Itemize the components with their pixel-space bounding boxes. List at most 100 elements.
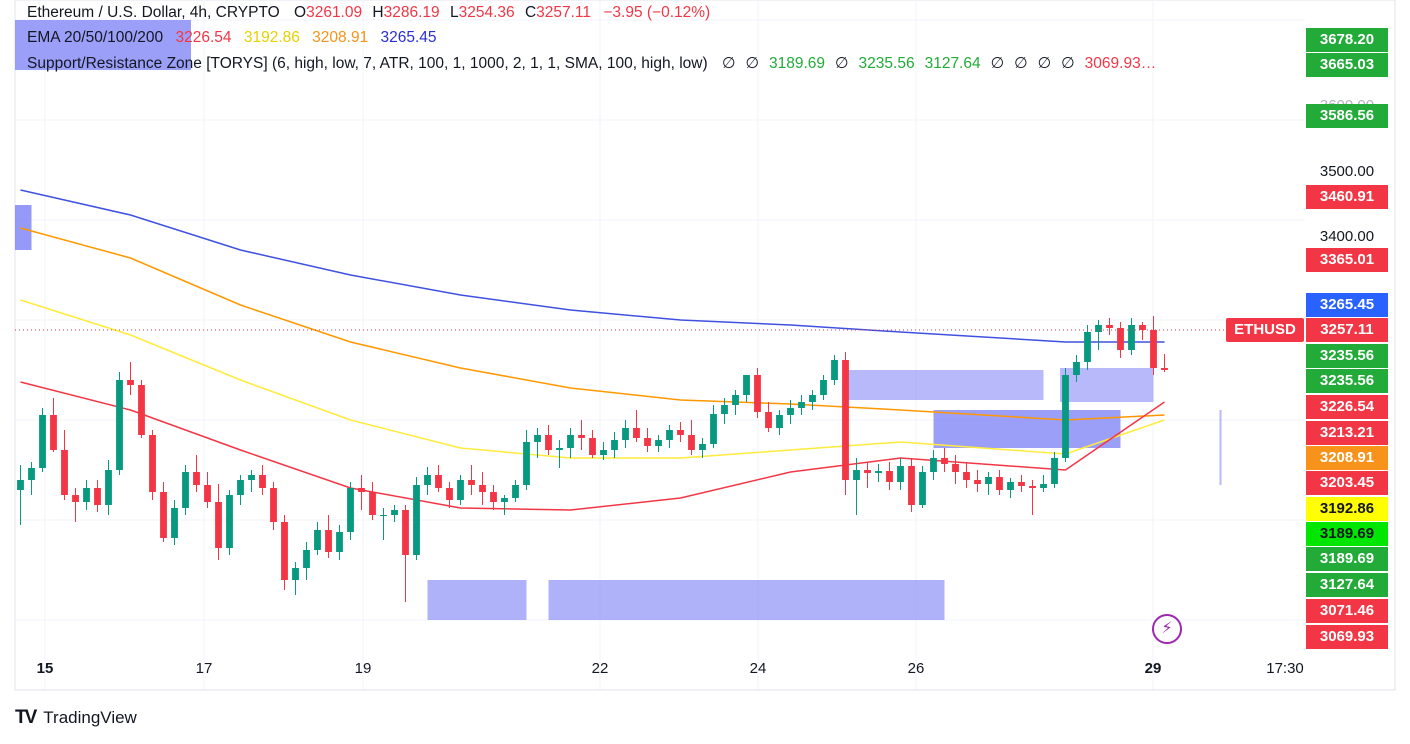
legend-ema100: 3208.91 (312, 29, 369, 46)
candle (402, 505, 409, 602)
price-tag: 3235.56 (1306, 344, 1388, 368)
candle (798, 395, 805, 415)
legend-sr-value: ∅ (1014, 55, 1028, 72)
candle (171, 500, 178, 545)
candle (50, 398, 57, 452)
price-tag: 3189.69 (1306, 522, 1388, 546)
legend-h-label: H (372, 4, 384, 21)
candle (149, 430, 156, 500)
candle (644, 428, 651, 452)
candle (556, 440, 563, 468)
tradingview-logo-icon: TV (15, 707, 37, 728)
legend-sr-value: ∅ (745, 55, 759, 72)
candle (809, 390, 816, 410)
sr-zone (845, 370, 1044, 400)
candle (314, 522, 321, 555)
candle (633, 410, 640, 442)
support-resistance-zones (15, 20, 1222, 620)
candle (512, 480, 519, 502)
candle (974, 470, 981, 492)
time-axis-label: 15 (36, 660, 54, 677)
ema-lines (20, 189, 1165, 511)
price-axis-label: 3400.00 (1319, 228, 1375, 245)
ema100-line (20, 227, 1165, 421)
candle (655, 435, 662, 452)
candle (523, 430, 530, 490)
candle (1084, 325, 1091, 370)
legend-sr-line: Support/Resistance Zone [TORYS] (6, high… (27, 54, 1156, 74)
legend-ema50: 3192.86 (243, 29, 300, 46)
candle (369, 482, 376, 520)
candle (303, 542, 310, 580)
candle (963, 462, 970, 488)
candle (1018, 475, 1025, 492)
candle (1051, 452, 1058, 488)
candle (699, 438, 706, 458)
candle (1007, 478, 1014, 498)
candle (215, 484, 222, 560)
candle (501, 495, 508, 515)
candle (490, 485, 497, 510)
ema200-line (20, 189, 1165, 343)
candle (732, 390, 739, 415)
price-tag: 3235.56 (1306, 369, 1388, 393)
candle (710, 405, 717, 448)
candle (413, 477, 420, 560)
candle (1095, 320, 1102, 350)
candle (776, 410, 783, 435)
price-tag: 3189.69 (1306, 547, 1388, 571)
legend-o-label: O (294, 4, 307, 21)
price-tag: 3365.01 (1306, 248, 1388, 272)
candle (182, 465, 189, 515)
candle (1073, 355, 1080, 382)
legend-symbol-line: Ethereum / U.S. Dollar, 4h, CRYPTO O3261… (27, 3, 710, 23)
legend-sr-value: 3127.64 (924, 55, 981, 72)
candle (545, 425, 552, 455)
candle (930, 450, 937, 480)
price-tag: 3265.45 (1306, 293, 1388, 317)
time-axis-label: 17 (195, 660, 213, 677)
candle (281, 515, 288, 590)
legend-ema-line: EMA 20/50/100/200 3226.54 3192.86 3208.9… (27, 28, 437, 48)
time-axis-label: 22 (591, 660, 609, 677)
candle (1040, 475, 1047, 492)
legend-sr-value: ∅ (835, 55, 849, 72)
candle (358, 475, 365, 510)
price-tag: 3213.21 (1306, 421, 1388, 445)
candle (611, 432, 618, 458)
sr-zone (15, 205, 32, 250)
candle (226, 490, 233, 555)
brand-text: TradingView (43, 708, 137, 727)
candle (886, 462, 893, 490)
legend-ema-label: EMA 20/50/100/200 (27, 29, 164, 46)
candle (897, 458, 904, 490)
candle (116, 372, 123, 475)
price-tag: 3665.03 (1306, 53, 1388, 77)
legend-sr-value: ∅ (721, 55, 736, 72)
candle (1062, 368, 1069, 462)
candle (1117, 322, 1124, 358)
candle (83, 480, 90, 510)
candle (380, 508, 387, 540)
legend-l-label: L (449, 4, 459, 21)
legend-sr-label: Support/Resistance Zone [TORYS] (6, high… (27, 55, 708, 72)
legend-sr-value: 3189.69 (769, 55, 826, 72)
lightning-icon[interactable]: ⚡ (1152, 614, 1182, 644)
candle (248, 470, 255, 492)
candle (853, 458, 860, 515)
legend-h-value: 3286.19 (383, 4, 440, 21)
candle (160, 482, 167, 542)
candle (39, 408, 46, 472)
legend-change: −3.95 (−0.12%) (603, 4, 711, 21)
legend-symbol: Ethereum / U.S. Dollar, 4h, CRYPTO (27, 4, 280, 21)
candle (336, 525, 343, 560)
tradingview-brand[interactable]: TV TradingView (15, 707, 137, 729)
candle (666, 425, 673, 448)
candle (919, 466, 926, 508)
candle (457, 475, 464, 505)
candle (831, 355, 838, 385)
candle (193, 455, 200, 492)
candle (721, 398, 728, 424)
price-tag: 3586.56 (1306, 104, 1388, 128)
